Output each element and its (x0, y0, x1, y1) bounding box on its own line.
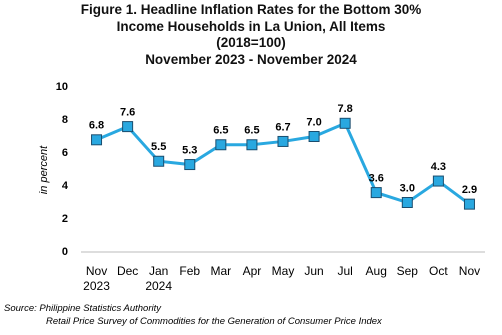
data-label: 5.5 (151, 141, 166, 153)
y-tick-label: 10 (56, 81, 68, 93)
x-tick-label: Aug (365, 264, 387, 278)
x-tick-label: Nov (458, 264, 481, 278)
marker (432, 175, 444, 187)
source: Retail Price Survey of Commodities for t… (46, 316, 382, 327)
x-tick-label: Feb (179, 264, 201, 278)
x-tick-label: Dec (116, 264, 139, 278)
data-label: 7.0 (306, 116, 321, 128)
x-tick-label: Jul (337, 264, 353, 278)
data-label: 6.5 (213, 125, 228, 137)
y-tick-label: 4 (62, 180, 69, 192)
x-tick-label: Sep (396, 264, 418, 278)
data-label: 3.6 (369, 173, 384, 185)
data-label: 7.6 (120, 107, 135, 119)
marker (122, 121, 134, 133)
data-label: 3.0 (400, 182, 415, 194)
x-tick-label: Apr (242, 264, 262, 278)
x-tick-label: May (271, 264, 295, 278)
marker (153, 155, 165, 167)
data-label: 6.8 (89, 120, 104, 132)
x-tick-label: Mar (210, 264, 232, 278)
marker (277, 135, 289, 147)
marker (308, 131, 320, 142)
source: Source: Philippine Statistics Authority (4, 303, 162, 314)
x-tick-label: Oct (429, 264, 448, 278)
marker (339, 117, 351, 129)
data-label: 6.7 (275, 121, 290, 133)
marker (463, 198, 475, 210)
x-tick-label: Jan 2024 (145, 264, 173, 293)
marker (215, 139, 227, 151)
data-label: 4.3 (431, 161, 446, 173)
data-label: 7.8 (338, 103, 353, 115)
x-tick-label: Jun (304, 264, 324, 278)
data-label: 2.9 (462, 184, 477, 196)
marker (401, 197, 413, 208)
x-tick-label: Nov 2023 (83, 264, 110, 293)
data-label: 5.3 (182, 144, 197, 156)
chart-title: Figure 1. Headline Inflation Rates for t… (80, 2, 422, 67)
data-label: 6.5 (244, 125, 259, 137)
y-tick-label: 0 (62, 246, 68, 258)
y-tick-label: 6 (62, 147, 68, 159)
marker (184, 159, 196, 171)
marker (91, 134, 103, 146)
y-tick-label: 8 (62, 114, 68, 126)
y-tick-label: 2 (62, 213, 68, 225)
marker (370, 187, 382, 199)
marker (246, 139, 258, 151)
y-axis-label: in percent (38, 145, 50, 194)
